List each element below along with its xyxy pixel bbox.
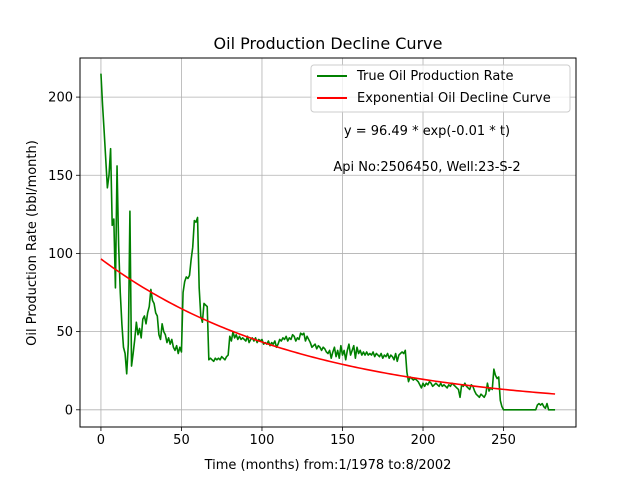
axis-ticks: 0 50 100 150 200 250 0 50 100 150 200	[48, 91, 516, 448]
well-annotation: Api No:2506450, Well:23-S-2	[333, 160, 520, 175]
x-tick-label: 0	[97, 433, 105, 448]
legend-box	[310, 64, 571, 113]
legend-label-true-rate: True Oil Production Rate	[356, 69, 513, 84]
y-tick-label: 0	[65, 403, 73, 418]
x-tick-label: 50	[173, 433, 190, 448]
chart-title: Oil Production Decline Curve	[214, 34, 443, 53]
series-group	[100, 73, 556, 411]
y-tick-label: 50	[56, 325, 73, 340]
x-tick-label: 100	[250, 433, 275, 448]
y-tick-label: 150	[48, 169, 73, 184]
y-axis-label: Oil Production Rate (bbl/month)	[25, 140, 40, 346]
legend: True Oil Production Rate Exponential Oil…	[310, 64, 571, 113]
plot-frame	[79, 57, 577, 428]
y-tick-label: 200	[48, 91, 73, 106]
y-tick-label: 100	[48, 247, 73, 262]
equation-annotation: y = 96.49 * exp(-0.01 * t)	[344, 124, 510, 139]
x-tick-label: 150	[330, 433, 355, 448]
x-tick-label: 200	[411, 433, 436, 448]
x-tick-label: 250	[491, 433, 516, 448]
legend-label-exponential: Exponential Oil Decline Curve	[357, 91, 551, 106]
x-axis-label: Time (months) from:1/1978 to:8/2002	[204, 458, 452, 473]
series-line-exponential	[100, 258, 556, 395]
series-line-true-rate	[100, 73, 556, 411]
